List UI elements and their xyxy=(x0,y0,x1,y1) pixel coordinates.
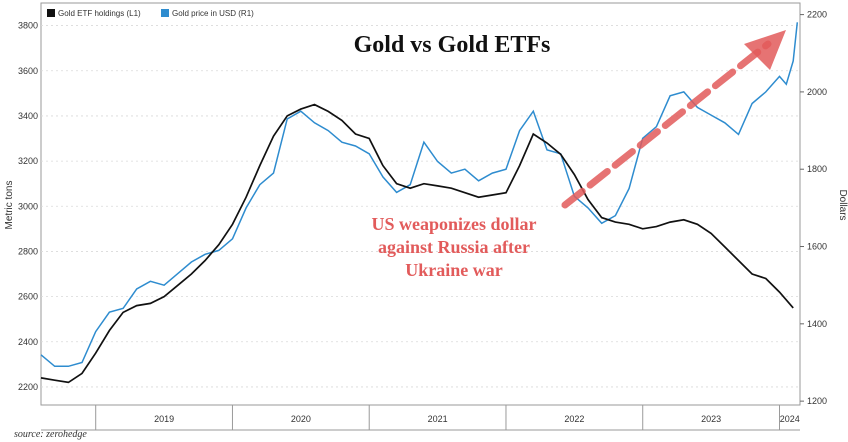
left-tick-label: 2600 xyxy=(18,292,38,302)
left-tick-label: 3200 xyxy=(18,156,38,166)
left-tick-label: 3400 xyxy=(18,111,38,121)
x-year-label: 2020 xyxy=(291,414,311,424)
trend-arrow xyxy=(561,30,786,209)
legend-label-gold-price: Gold price in USD (R1) xyxy=(172,9,254,18)
x-year-label: 2019 xyxy=(154,414,174,424)
source-note: source: zerohedge xyxy=(14,429,87,440)
right-tick-label: 1600 xyxy=(807,242,827,252)
left-axis-label: Metric tons xyxy=(4,181,15,230)
left-tick-label: 3000 xyxy=(18,201,38,211)
annotation-line-1: US weaponizes dollar xyxy=(371,214,536,234)
x-year-label: 2023 xyxy=(701,414,721,424)
right-tick-label: 1200 xyxy=(807,396,827,406)
plot-frame xyxy=(40,2,801,406)
x-year-label: 2022 xyxy=(564,414,584,424)
right-tick-label: 1800 xyxy=(807,164,827,174)
annotation-line-2: against Russia after xyxy=(378,237,530,257)
left-axis-ticks: 2200 2400 2600 2800 3000 3200 3400 3600 3800 xyxy=(18,21,38,392)
chart-title: Gold vs Gold ETFs xyxy=(354,32,551,58)
legend-swatch-etf xyxy=(47,9,55,17)
right-tick-label: 2000 xyxy=(807,87,827,97)
right-axis-ticks: 1200 1400 1600 1800 2000 2200 xyxy=(800,10,827,406)
x-axis: 2019 2020 2021 2022 2023 2024 xyxy=(41,404,800,431)
series-layer xyxy=(40,22,799,384)
annotation-line-3: Ukraine war xyxy=(405,260,503,280)
left-tick-label: 2800 xyxy=(18,246,38,256)
x-year-label: 2024 xyxy=(780,414,800,424)
right-tick-label: 2200 xyxy=(807,10,827,20)
right-axis-label: Dollars xyxy=(837,189,848,220)
legend-swatch-gold-price xyxy=(161,9,169,17)
left-tick-label: 2400 xyxy=(18,337,38,347)
right-tick-label: 1400 xyxy=(807,319,827,329)
series-etf-holdings-line xyxy=(40,103,794,384)
legend-label-etf: Gold ETF holdings (L1) xyxy=(58,9,141,18)
left-tick-label: 3800 xyxy=(18,21,38,31)
x-year-label: 2021 xyxy=(428,414,448,424)
legend: Gold ETF holdings (L1) Gold price in USD… xyxy=(45,6,265,20)
series-gold-price-line xyxy=(40,22,799,368)
left-tick-label: 2200 xyxy=(18,382,38,392)
grid xyxy=(41,25,800,388)
left-tick-label: 3600 xyxy=(18,66,38,76)
